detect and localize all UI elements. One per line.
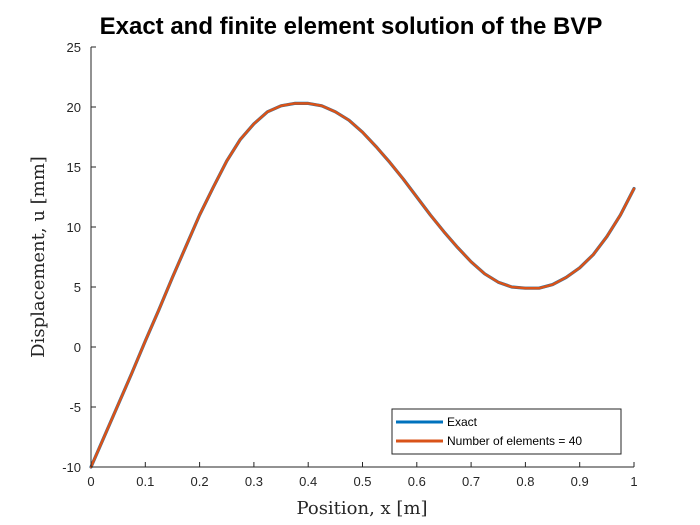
- legend[interactable]: Exact Number of elements = 40: [391, 408, 622, 455]
- x-axis-label: Position, x [m]: [296, 498, 427, 519]
- x-tick-label: 0.7: [462, 474, 480, 489]
- series-line-fem[interactable]: [89, 102, 636, 469]
- y-tick-label: 10: [67, 220, 81, 235]
- x-tick-label: 0.3: [245, 474, 263, 489]
- y-axis-label: Displacement, u [mm]: [28, 156, 49, 358]
- x-tick-label: 1: [630, 474, 637, 489]
- x-tick-label: 0.4: [299, 474, 317, 489]
- y-tick-label: 5: [74, 280, 81, 295]
- x-ticks: 0 0.1 0.2 0.3 0.4 0.5 0.6 0.7 0.8 0.9 1: [87, 462, 638, 489]
- x-tick-label: 0: [87, 474, 94, 489]
- plot-area: [91, 47, 634, 467]
- legend-label-fem: Number of elements = 40: [447, 434, 582, 448]
- x-tick-label: 0.9: [571, 474, 589, 489]
- y-tick-label: -10: [62, 460, 81, 475]
- x-tick-label: 0.2: [191, 474, 209, 489]
- legend-box: [391, 408, 622, 455]
- y-tick-label: 25: [67, 40, 81, 55]
- x-tick-label: 0.8: [516, 474, 534, 489]
- y-tick-label: 20: [67, 100, 81, 115]
- legend-label-exact: Exact: [447, 415, 478, 429]
- x-tick-label: 0.5: [353, 474, 371, 489]
- y-ticks: -10 -5 0 5 10 15 20 25: [62, 40, 96, 475]
- y-tick-label: -5: [69, 400, 81, 415]
- chart-title: Exact and finite element solution of the…: [100, 13, 603, 40]
- x-tick-label: 0.6: [408, 474, 426, 489]
- x-tick-label: 0.1: [136, 474, 154, 489]
- y-tick-label: 15: [67, 160, 81, 175]
- series-layer: [89, 101, 636, 469]
- y-tick-label: 0: [74, 340, 81, 355]
